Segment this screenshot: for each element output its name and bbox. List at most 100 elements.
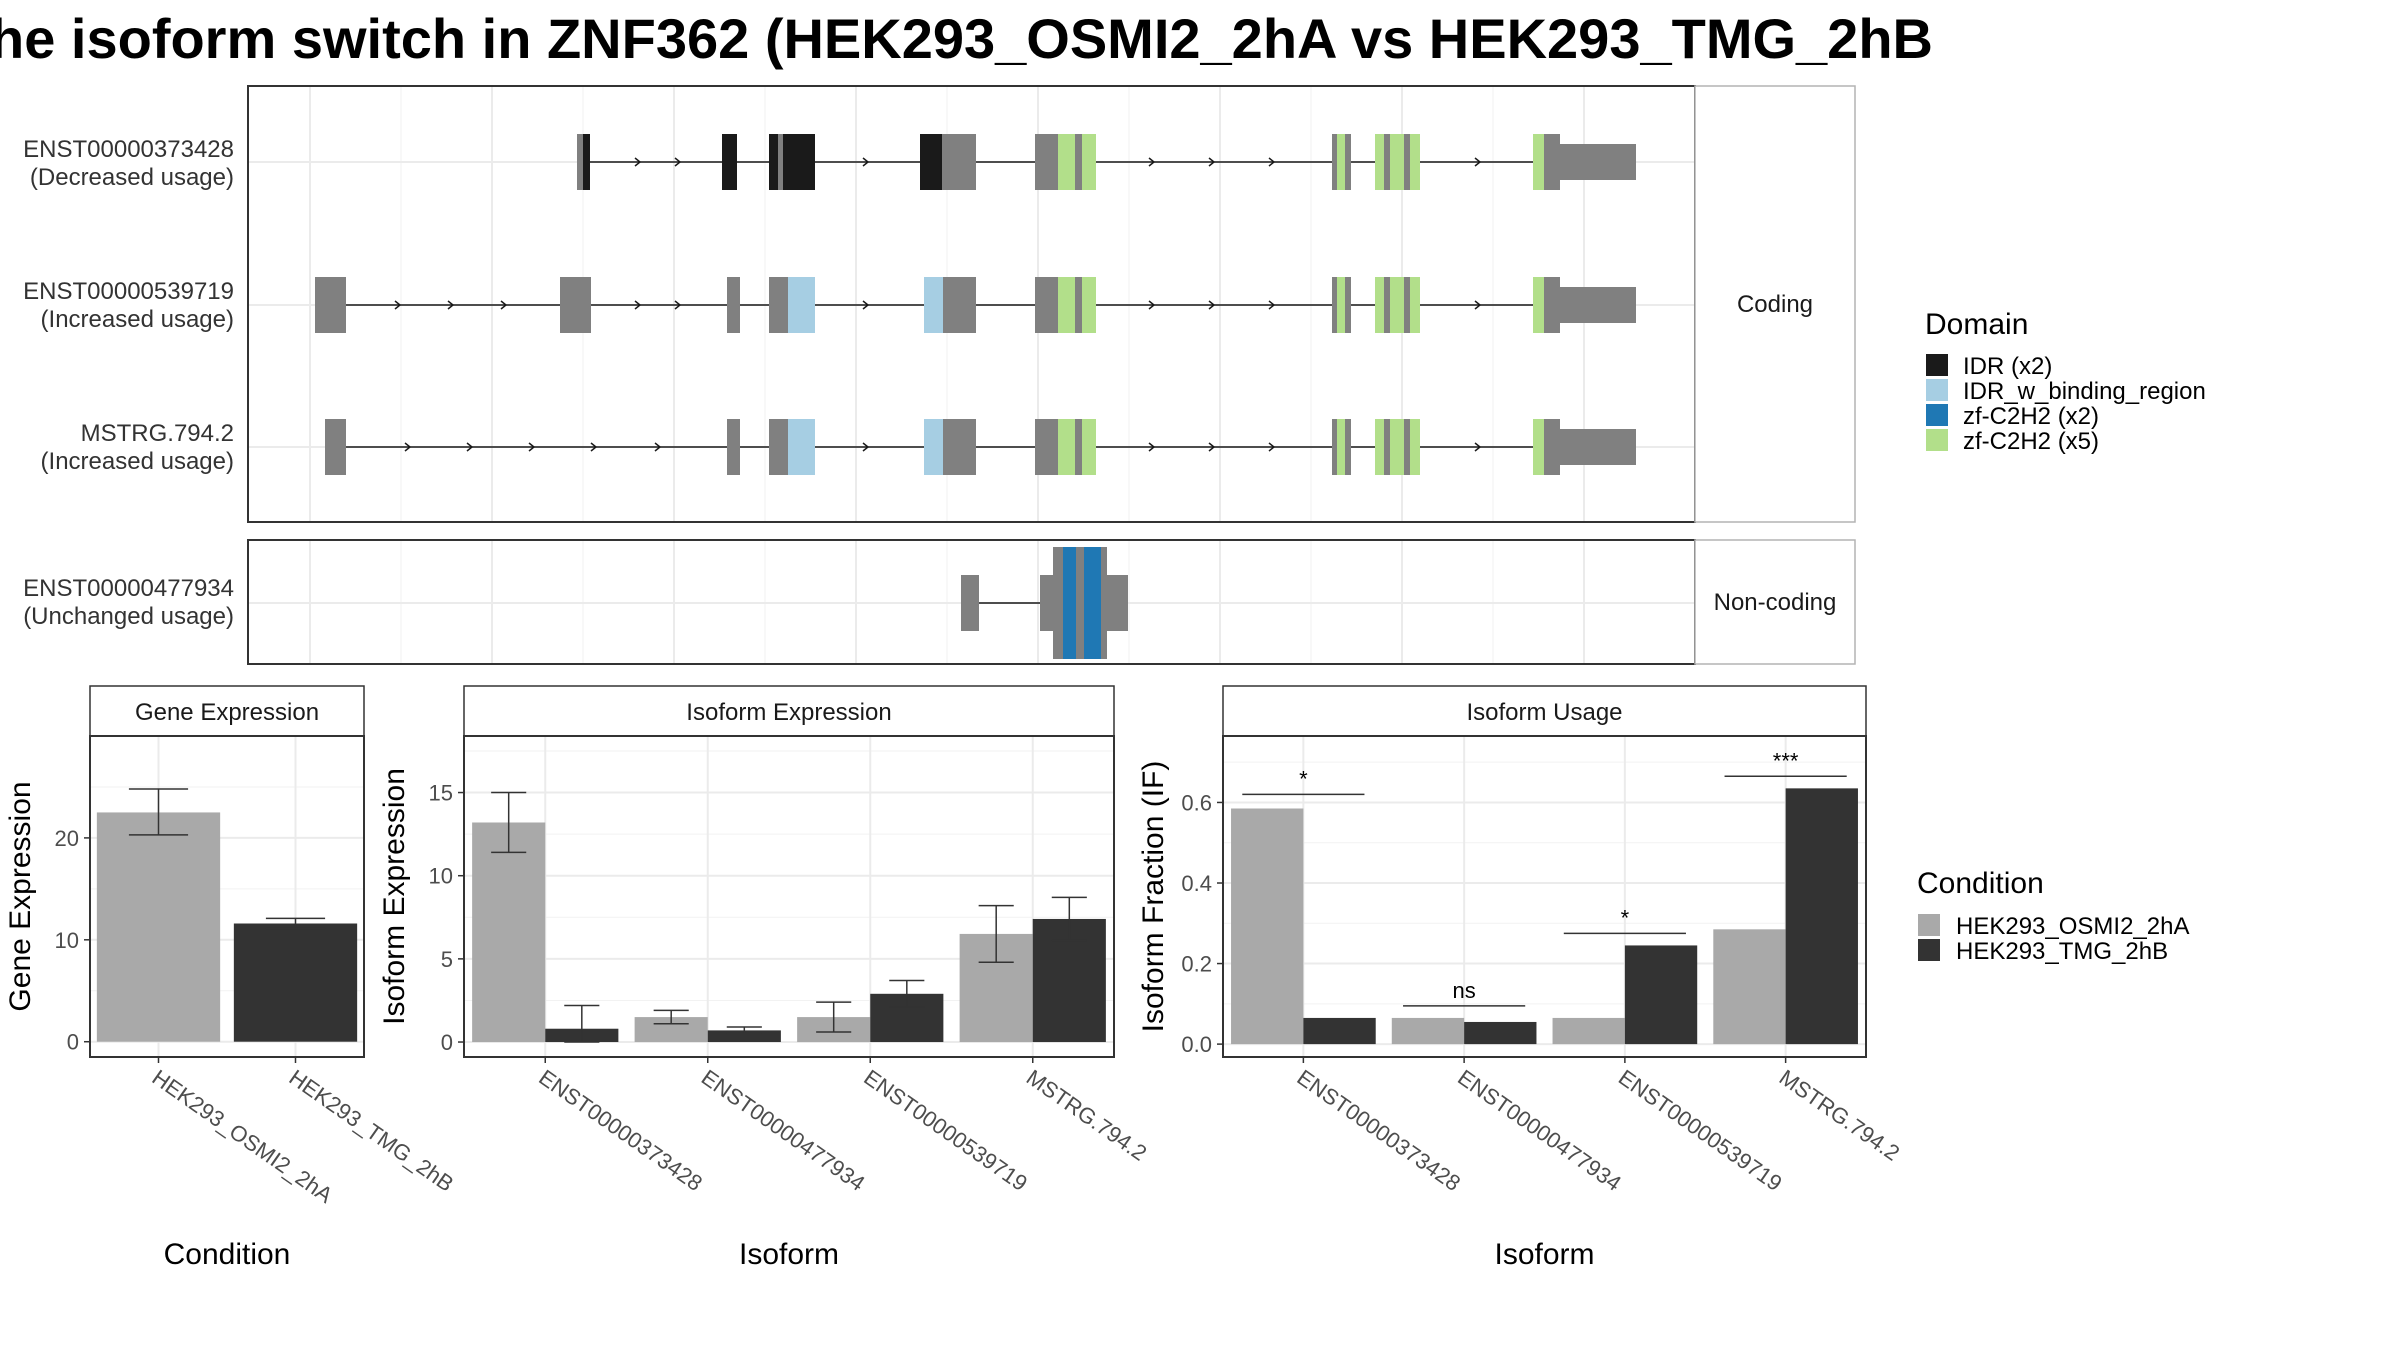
legend-label-cond1: HEK293_OSMI2_2hA bbox=[1956, 913, 2189, 940]
domain-zf-c2h2-x5 bbox=[1410, 134, 1420, 190]
intron-arrow bbox=[862, 157, 870, 167]
x-tick-label: ENST00000373428 bbox=[1293, 1065, 1466, 1196]
domain-zf-c2h2-x2 bbox=[1063, 547, 1076, 659]
exon-block bbox=[769, 419, 788, 475]
intron-arrow bbox=[634, 157, 642, 167]
intron-arrow bbox=[1268, 300, 1276, 310]
domain-zf-c2h2-x5 bbox=[1375, 419, 1384, 475]
y-axis-title: Isoform Fraction (IF) bbox=[1137, 761, 1170, 1033]
exon-block bbox=[1384, 419, 1390, 475]
x-tick-label: MSTRG.794.2 bbox=[1775, 1065, 1905, 1166]
bar bbox=[1624, 945, 1698, 1045]
intron-arrow bbox=[1208, 157, 1216, 167]
noncoding-strip-label: Non-coding bbox=[1714, 589, 1837, 616]
transcript-label-status: (Increased usage) bbox=[41, 306, 234, 333]
y-axis-title: Isoform Expression bbox=[378, 768, 411, 1025]
exon-block bbox=[1075, 419, 1082, 475]
exon-block bbox=[1544, 134, 1560, 190]
intron-arrow bbox=[528, 442, 536, 452]
domain-zf-c2h2-x5 bbox=[1390, 419, 1404, 475]
legend-label-idr: IDR (x2) bbox=[1963, 353, 2052, 380]
y-tick-label: 0 bbox=[67, 1030, 79, 1055]
exon-block bbox=[1035, 277, 1058, 333]
x-axis-title: Isoform bbox=[1494, 1238, 1594, 1271]
domain-zf-c2h2-x5 bbox=[1058, 277, 1075, 333]
domain-idr-binding bbox=[924, 419, 943, 475]
facet-strip bbox=[89, 685, 365, 737]
bar bbox=[233, 923, 358, 1042]
exon-block bbox=[325, 419, 346, 475]
intron-arrow bbox=[862, 300, 870, 310]
exon-block bbox=[769, 277, 788, 333]
exon-block bbox=[1384, 277, 1390, 333]
intron-arrow bbox=[394, 300, 402, 310]
intron-arrow bbox=[500, 300, 508, 310]
y-tick-label: 0.6 bbox=[1181, 790, 1212, 815]
domain-idr-binding bbox=[788, 419, 815, 475]
transcript-label-status: (Unchanged usage) bbox=[23, 603, 234, 630]
domain-zf-c2h2-x5 bbox=[1533, 277, 1544, 333]
exon-block bbox=[1404, 419, 1410, 475]
legend-swatch-cond1 bbox=[1918, 914, 1940, 936]
intron-arrow bbox=[447, 300, 455, 310]
intron-arrow bbox=[674, 157, 682, 167]
bar bbox=[1713, 929, 1786, 1045]
exon-block bbox=[778, 134, 783, 190]
domain-zf-c2h2-x5 bbox=[1082, 134, 1096, 190]
intron-arrow bbox=[1474, 300, 1482, 310]
facet-strip-title: Gene Expression bbox=[135, 699, 319, 726]
legend-label-zf-x2: zf-C2H2 (x2) bbox=[1963, 403, 2099, 430]
intron-arrow bbox=[674, 300, 682, 310]
exon-block bbox=[1345, 277, 1351, 333]
exon-block bbox=[1544, 277, 1560, 333]
domain-zf-c2h2-x5 bbox=[1058, 134, 1075, 190]
domain-idr bbox=[722, 134, 737, 190]
intron-arrow bbox=[1148, 300, 1156, 310]
legend-swatch-idr bbox=[1926, 354, 1948, 376]
bar bbox=[1464, 1021, 1537, 1045]
domain-zf-c2h2-x5 bbox=[1410, 419, 1420, 475]
domain-zf-c2h2-x5 bbox=[1390, 134, 1404, 190]
panel-border bbox=[463, 735, 1115, 1058]
y-tick-label: 0 bbox=[441, 1030, 453, 1055]
y-tick-label: 5 bbox=[441, 947, 453, 972]
intron-arrow bbox=[634, 300, 642, 310]
y-tick-label: 0.0 bbox=[1181, 1032, 1212, 1057]
intron-arrow bbox=[1474, 157, 1482, 167]
exon-block bbox=[1035, 134, 1058, 190]
transcript-label-id: ENST00000477934 bbox=[23, 575, 234, 602]
exon-utr bbox=[1560, 144, 1636, 180]
exon-block bbox=[1332, 134, 1337, 190]
significance-label: ns bbox=[1453, 978, 1476, 1003]
significance-label: *** bbox=[1773, 748, 1799, 773]
domain-zf-c2h2-x5 bbox=[1375, 134, 1384, 190]
exon-block bbox=[1107, 575, 1128, 631]
x-axis-title: Condition bbox=[164, 1238, 291, 1271]
exon-block bbox=[1101, 547, 1107, 659]
x-tick-label: ENST00000477934 bbox=[1453, 1065, 1626, 1196]
transcript-label-status: (Increased usage) bbox=[41, 448, 234, 475]
intron-arrow bbox=[862, 442, 870, 452]
bar bbox=[707, 1030, 781, 1043]
legend-swatch-idr-binding bbox=[1926, 379, 1948, 401]
domain-idr bbox=[783, 134, 815, 190]
significance-label: * bbox=[1299, 766, 1308, 791]
domain-zf-c2h2-x5 bbox=[1533, 134, 1544, 190]
exon-block bbox=[943, 277, 976, 333]
domain-legend-title: Domain bbox=[1925, 308, 2028, 341]
exon-block bbox=[1075, 134, 1082, 190]
exon-block bbox=[560, 277, 591, 333]
exon-block bbox=[1332, 419, 1337, 475]
legend-label-zf-x5: zf-C2H2 (x5) bbox=[1963, 428, 2099, 455]
intron-arrow bbox=[1268, 157, 1276, 167]
exon-block bbox=[1404, 277, 1410, 333]
exon-block bbox=[1404, 134, 1410, 190]
intron-arrow bbox=[404, 442, 412, 452]
intron-arrow bbox=[1268, 442, 1276, 452]
exon-block bbox=[943, 419, 976, 475]
transcript-exons bbox=[315, 134, 1636, 659]
exon-block bbox=[1040, 575, 1053, 631]
domain-idr bbox=[583, 134, 590, 190]
coding-strip-label: Coding bbox=[1737, 291, 1813, 318]
